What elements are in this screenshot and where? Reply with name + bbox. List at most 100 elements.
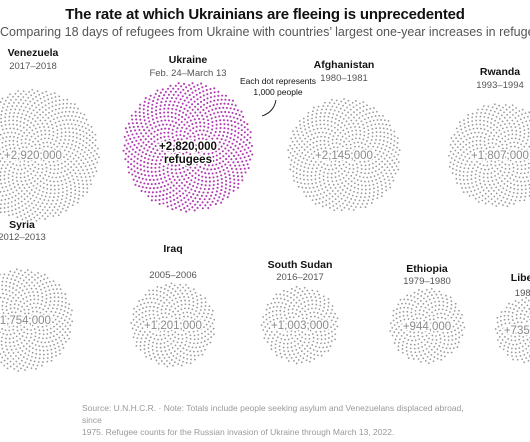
dot [0,174,2,177]
dot [486,125,489,127]
dot [506,180,509,183]
dot [212,176,215,179]
dot [45,337,48,340]
dot [176,347,179,350]
dot [337,170,340,173]
dot [72,157,75,160]
dot [159,190,162,193]
dot [14,92,17,95]
dot [366,156,368,159]
dot [59,148,61,151]
dot [134,129,137,132]
dot [455,173,458,176]
dot [218,152,222,155]
dot [143,119,146,122]
dot [168,285,171,288]
dot [3,178,6,181]
dot [521,358,523,361]
dot [206,168,209,171]
dot [485,147,488,150]
dot [359,107,362,109]
dot [524,192,527,194]
dot [217,167,220,170]
dot [436,348,439,351]
dot [185,86,188,89]
dot [163,301,166,304]
period-label-liberia: 1989– [515,288,530,299]
dot [447,343,449,346]
dot [271,324,273,327]
dot [131,173,134,176]
dot [335,203,338,205]
dot [237,122,240,125]
dot [174,90,177,93]
dot [146,328,149,330]
dot [381,123,384,126]
dot [280,317,283,319]
dot [156,89,159,92]
dot [310,153,313,155]
dot [362,157,364,160]
dot [156,129,160,132]
dot [240,133,243,137]
dot [162,172,165,175]
dot [324,127,326,130]
dot [319,330,322,333]
dot [415,306,418,309]
dot [468,146,471,149]
dot [32,364,35,366]
dot [50,317,53,320]
dot [180,364,183,367]
dot [28,192,31,195]
dot [245,143,248,146]
dot [343,98,345,100]
dot [451,172,454,174]
dot [71,139,74,142]
dot [502,187,505,190]
dot [224,147,227,150]
dot [476,166,479,169]
dot [463,119,465,122]
dot [406,342,408,345]
dot [435,338,438,341]
dot [44,104,47,107]
dot [396,308,398,310]
dot [137,171,140,174]
dot [330,176,333,179]
dot [170,359,173,361]
dot [337,195,340,198]
dot [420,295,423,297]
dot [518,138,521,141]
dot [20,283,23,285]
dot [218,141,221,144]
dot [361,151,363,153]
dot [332,150,335,153]
dot [513,141,515,144]
dot [497,189,500,191]
dot [218,107,221,110]
dot [527,158,529,161]
dot [160,360,163,362]
dot [169,200,172,203]
dot [519,118,522,121]
dot [5,109,8,112]
dot [73,196,76,199]
dot [417,293,419,295]
dot [464,187,467,189]
dot [53,92,56,95]
dot [286,334,289,337]
dot [470,132,473,135]
dot [479,119,481,122]
dot [305,187,307,189]
dot [30,135,33,138]
dot [335,106,338,109]
dot [160,177,163,180]
dot [19,337,22,340]
dot [163,115,166,118]
dot [472,194,475,197]
dot [170,96,173,100]
dot [27,321,29,324]
dot [209,100,212,103]
dot [315,124,318,126]
dot [454,306,457,309]
